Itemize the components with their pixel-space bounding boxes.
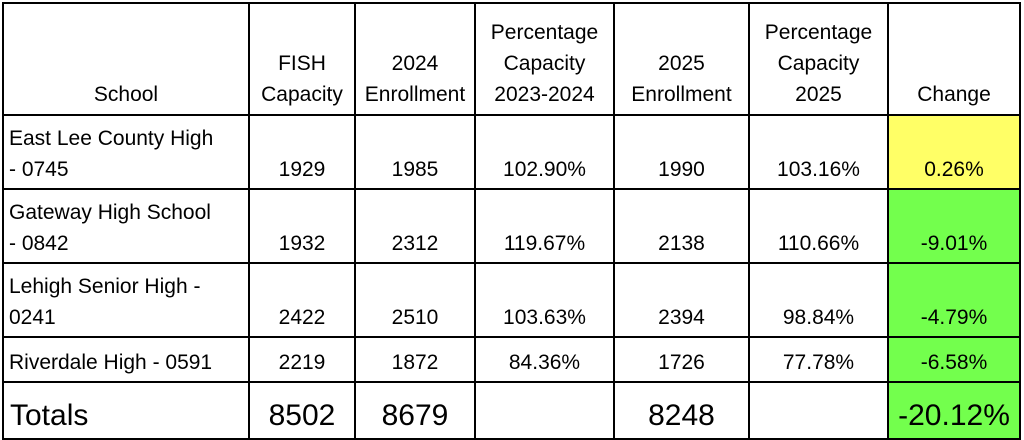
- enrollment-2024-cell: 1872: [354, 336, 476, 383]
- school-name-line1: Riverdale High - 0591: [9, 351, 213, 374]
- header-change: Change: [887, 2, 1021, 116]
- percentage-2025-cell: 103.16%: [748, 114, 889, 190]
- totals-percentage-2023-2024: [474, 381, 615, 440]
- header-fish-capacity-line1: FISH: [278, 52, 326, 75]
- header-pct-2324-line3: 2023-2024: [494, 83, 595, 106]
- totals-enrollment-2025: 8248: [613, 381, 750, 440]
- totals-label: Totals: [2, 381, 250, 440]
- percentage-2023-2024-cell: 102.90%: [474, 114, 615, 190]
- header-pct-2324-line2: Capacity: [503, 52, 586, 75]
- enrollment-2025-cell: 1726: [613, 336, 750, 383]
- header-enrollment-2025: 2025 Enrollment: [613, 2, 750, 116]
- fish-capacity-cell: 2422: [248, 262, 356, 338]
- header-enrollment-2025-line2: Enrollment: [631, 83, 732, 106]
- percentage-2025-cell: 110.66%: [748, 188, 889, 264]
- percentage-2023-2024-cell: 84.36%: [474, 336, 615, 383]
- header-pct-2025-line3: 2025: [795, 83, 842, 106]
- enrollment-2024-cell: 1985: [354, 114, 476, 190]
- school-name-line2: - 0842: [9, 232, 69, 255]
- change-cell: -4.79%: [887, 262, 1021, 338]
- table-row: East Lee County High - 0745 1929 1985 102…: [2, 114, 1021, 190]
- table-row: Lehigh Senior High - 0241 2422 2510 103.6…: [2, 262, 1021, 338]
- header-enrollment-2024-line1: 2024: [391, 52, 439, 75]
- percentage-2025-cell: 98.84%: [748, 262, 889, 338]
- school-name-cell: Riverdale High - 0591: [2, 336, 250, 383]
- enrollment-2025-cell: 1990: [613, 114, 750, 190]
- header-enrollment-2025-line1: 2025: [658, 52, 705, 75]
- header-percentage-capacity-2025: Percentage Capacity 2025: [748, 2, 889, 116]
- enrollment-2025-cell: 2394: [613, 262, 750, 338]
- totals-change: -20.12%: [887, 381, 1021, 440]
- header-enrollment-2024: 2024 Enrollment: [354, 2, 476, 116]
- school-name-line2: 0241: [9, 306, 56, 329]
- school-name-cell: Gateway High School - 0842: [2, 188, 250, 264]
- header-fish-capacity-line2: Capacity: [261, 83, 343, 106]
- school-name-line1: Gateway High School: [9, 201, 211, 224]
- school-name-line1: East Lee County High: [9, 127, 214, 150]
- enrollment-2025-cell: 2138: [613, 188, 750, 264]
- header-fish-capacity: FISH Capacity: [248, 2, 356, 116]
- totals-enrollment-2024: 8679: [354, 381, 476, 440]
- school-name-line1: Lehigh Senior High -: [9, 275, 201, 298]
- header-row: School FISH Capacity 2024 Enrollment Perce…: [2, 2, 1021, 116]
- header-pct-2324-line1: Percentage: [490, 21, 599, 44]
- table-row: Riverdale High - 0591 2219 1872 84.36% 1…: [2, 336, 1021, 383]
- header-enrollment-2024-line2: Enrollment: [364, 83, 466, 106]
- percentage-2023-2024-cell: 119.67%: [474, 188, 615, 264]
- header-percentage-capacity-2023-2024: Percentage Capacity 2023-2024: [474, 2, 615, 116]
- header-school-text: School: [93, 83, 159, 106]
- totals-fish-capacity: 8502: [248, 381, 356, 440]
- totals-percentage-2025: [748, 381, 889, 440]
- totals-row: Totals 8502 8679 8248 -20.12%: [2, 381, 1021, 440]
- school-name-line2: - 0745: [9, 158, 69, 181]
- school-name-cell: East Lee County High - 0745: [2, 114, 250, 190]
- enrollment-2024-cell: 2312: [354, 188, 476, 264]
- change-cell: -9.01%: [887, 188, 1021, 264]
- school-name-cell: Lehigh Senior High - 0241: [2, 262, 250, 338]
- header-change-text: Change: [917, 83, 991, 106]
- percentage-2023-2024-cell: 103.63%: [474, 262, 615, 338]
- change-cell: 0.26%: [887, 114, 1021, 190]
- header-pct-2025-line2: Capacity: [777, 52, 860, 75]
- fish-capacity-cell: 2219: [248, 336, 356, 383]
- header-school: School: [2, 2, 250, 116]
- fish-capacity-cell: 1929: [248, 114, 356, 190]
- enrollment-2024-cell: 2510: [354, 262, 476, 338]
- change-cell: -6.58%: [887, 336, 1021, 383]
- table-row: Gateway High School - 0842 1932 2312 119.…: [2, 188, 1021, 264]
- percentage-2025-cell: 77.78%: [748, 336, 889, 383]
- fish-capacity-cell: 1932: [248, 188, 356, 264]
- header-pct-2025-line1: Percentage: [764, 21, 873, 44]
